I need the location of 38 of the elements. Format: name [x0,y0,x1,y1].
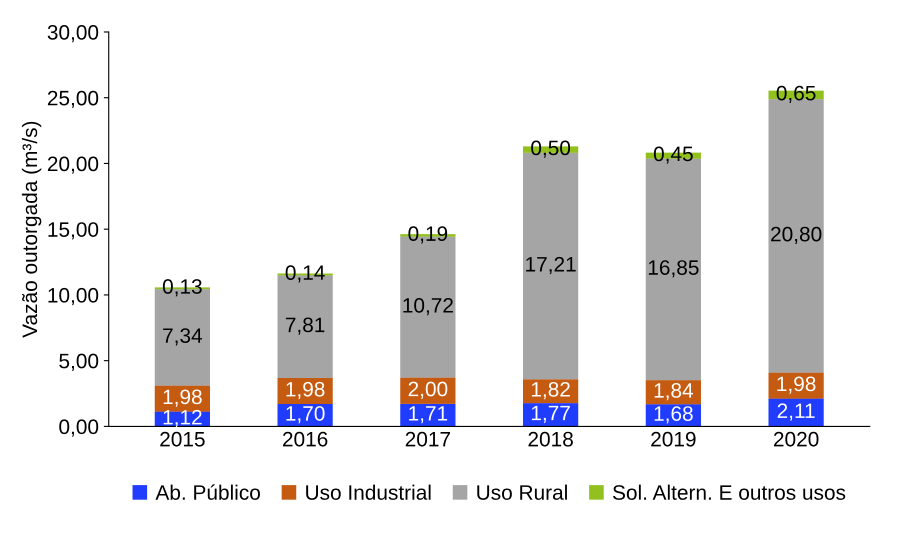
data-label: 1,84 [654,383,694,400]
y-tick-label: 0,00 [59,419,98,437]
data-label: 1,98 [777,376,816,394]
data-label: 1,77 [532,406,570,423]
x-tick-label: 2015 [160,432,205,447]
legend-label: Uso Rural [477,484,567,500]
data-label: 7,34 [163,328,202,346]
x-tick-label: 2019 [651,432,696,447]
data-label: 10,72 [403,298,453,316]
data-label: 7,81 [286,318,324,335]
x-tick-label: 2017 [406,432,450,447]
data-label: 0,65 [776,86,816,103]
data-label: 1,70 [286,406,325,424]
data-label: 16,85 [648,260,699,278]
data-label: 20,80 [771,226,822,244]
data-label: 1,98 [286,382,324,400]
legend-label: Sol. Altern. E outros usos [613,484,846,500]
x-tick-label: 2018 [528,432,573,447]
data-label: 1,82 [532,382,570,400]
data-label: 17,21 [526,256,576,274]
data-label: 1,68 [654,406,693,424]
y-tick-label: 5,00 [59,354,98,371]
legend-label: Ab. Público [155,484,260,500]
legend-label: Uso Industrial [306,484,431,500]
y-tick-label: 25,00 [48,90,98,108]
y-axis-title: Vazão outorgada (m³/s) [22,122,42,338]
y-tick-label: 15,00 [48,222,98,240]
y-tick-label: 10,00 [48,288,98,306]
data-label: 1,12 [164,410,202,428]
x-tick-label: 2016 [282,432,328,447]
bar [646,380,701,404]
data-label: 2,11 [778,403,815,421]
y-tick-label: 30,00 [48,24,98,42]
data-label: 1,71 [409,406,448,424]
y-tick-label: 20,00 [48,156,98,174]
data-label: 2,00 [408,382,448,399]
data-label: 1,98 [164,390,202,407]
x-tick-label: 2020 [774,432,818,447]
